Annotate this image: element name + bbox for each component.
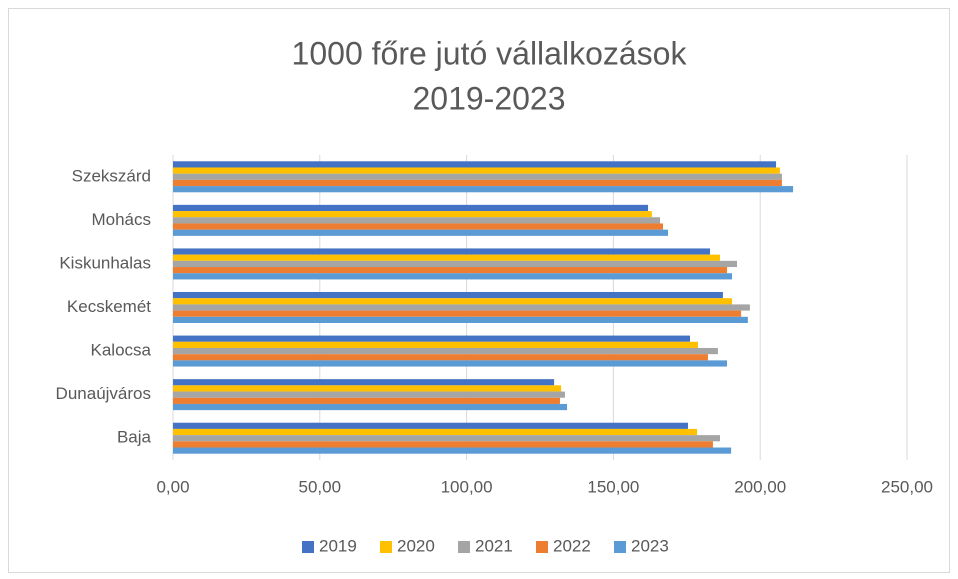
x-tick-label: 250,00 [881, 477, 933, 496]
legend-swatch [458, 541, 470, 553]
chart-title: 1000 főre jutó vállalkozások [292, 35, 688, 71]
bar [173, 217, 661, 224]
bar [173, 298, 733, 305]
y-tick-label: Kiskunhalas [59, 253, 151, 272]
bar [173, 267, 728, 274]
bar [173, 254, 720, 261]
bar [173, 385, 562, 392]
bar [173, 173, 782, 180]
legend-label: 2023 [631, 536, 669, 555]
bar [173, 292, 723, 299]
bar [173, 304, 750, 311]
chart-border [8, 8, 950, 573]
bar [173, 316, 748, 323]
legend-label: 2019 [319, 536, 357, 555]
y-tick-label: Kalocsa [91, 341, 152, 360]
bar [173, 211, 652, 218]
chart-subtitle: 2019-2023 [412, 80, 565, 116]
y-tick-label: Baja [117, 428, 152, 447]
bar [173, 186, 794, 193]
bar [173, 335, 691, 342]
bar [173, 435, 720, 442]
bar [173, 179, 782, 187]
bar [173, 428, 698, 436]
bar [173, 204, 649, 212]
bar [173, 341, 698, 348]
legend-label: 2021 [475, 536, 513, 555]
bar [173, 273, 733, 280]
bar [173, 260, 738, 268]
bar [173, 360, 728, 367]
bar [173, 391, 565, 398]
x-tick-label: 100,00 [441, 477, 493, 496]
legend-swatch [302, 541, 314, 553]
bar [173, 403, 568, 411]
bar [173, 441, 713, 448]
y-tick-label: Kecskemét [67, 297, 151, 316]
y-tick-label: Mohács [91, 210, 151, 229]
legend-label: 2022 [553, 536, 591, 555]
bar [173, 347, 718, 355]
legend-label: 2020 [397, 536, 435, 555]
bar [173, 167, 780, 174]
legend-swatch [380, 541, 392, 553]
legend-swatch [536, 541, 548, 553]
bar [173, 447, 732, 454]
bar [173, 354, 708, 361]
x-tick-label: 0,00 [156, 477, 189, 496]
bar [173, 161, 777, 168]
bar [173, 248, 710, 255]
legend-swatch [614, 541, 626, 553]
bar [173, 223, 664, 230]
y-tick-label: Szekszárd [72, 166, 151, 185]
bar [173, 229, 669, 236]
bar [173, 379, 555, 386]
x-tick-label: 200,00 [734, 477, 786, 496]
bar [173, 397, 560, 404]
x-tick-label: 150,00 [587, 477, 639, 496]
bar [173, 310, 742, 317]
x-tick-label: 50,00 [299, 477, 342, 496]
y-tick-label: Dunaújváros [56, 384, 151, 403]
bar [173, 422, 688, 429]
